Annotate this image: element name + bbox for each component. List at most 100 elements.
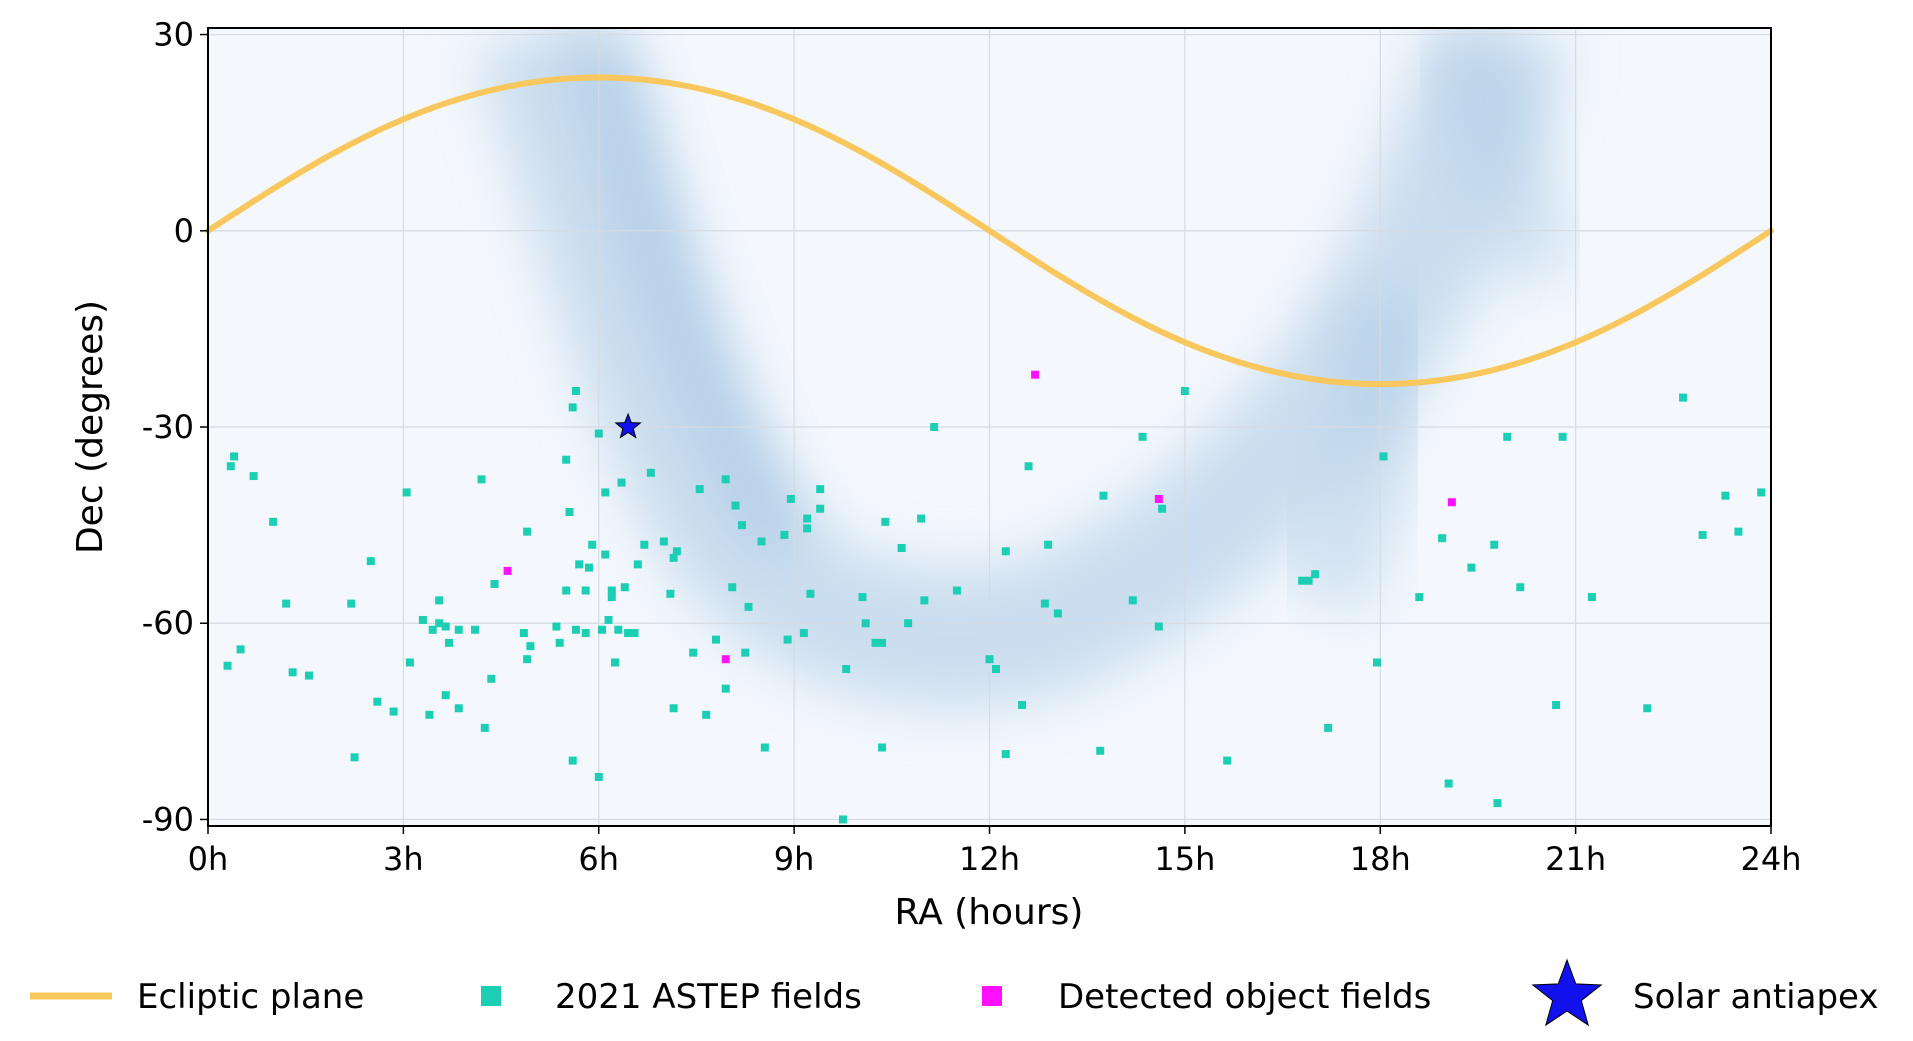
astep-field-point xyxy=(1415,593,1424,602)
astep-field-point xyxy=(1379,452,1388,461)
astep-field-point xyxy=(1001,547,1010,556)
astep-field-point xyxy=(689,648,698,657)
astep-field-point xyxy=(985,655,994,664)
legend-ecliptic-label: Ecliptic plane xyxy=(137,977,364,1017)
astep-field-point xyxy=(731,501,740,510)
astep-field-point xyxy=(897,544,906,553)
astep-field-point xyxy=(594,429,603,438)
astep-field-point xyxy=(659,537,668,546)
astep-field-point xyxy=(1552,700,1561,709)
astep-field-point xyxy=(861,619,870,628)
astep-field-point xyxy=(803,514,812,523)
astep-field-point xyxy=(1138,432,1147,441)
astep-field-point xyxy=(917,514,926,523)
detected-field-point xyxy=(721,655,730,664)
x-tick-label: 9h xyxy=(774,840,815,878)
y-tick-label: -60 xyxy=(142,604,194,642)
astep-field-point xyxy=(1180,387,1189,396)
astep-field-point xyxy=(477,475,486,484)
x-tick-label: 3h xyxy=(383,840,424,878)
astep-field-point xyxy=(269,517,278,526)
astep-field-point xyxy=(526,642,535,651)
astep-field-point xyxy=(607,593,616,602)
y-tick-label: -90 xyxy=(142,800,194,838)
legend: Ecliptic plane 2021 ASTEP fields Detecte… xyxy=(30,958,1878,1027)
astep-field-point xyxy=(523,655,532,664)
astep-field-point xyxy=(816,504,825,513)
astep-field-point xyxy=(1558,432,1567,441)
x-tick-label: 6h xyxy=(578,840,619,878)
astep-field-point xyxy=(304,671,313,680)
astep-field-point xyxy=(601,488,610,497)
astep-field-point xyxy=(454,704,463,713)
astep-field-point xyxy=(441,691,450,700)
astep-field-point xyxy=(1154,622,1163,631)
astep-field-point xyxy=(633,560,642,569)
astep-field-point xyxy=(282,599,291,608)
astep-field-point xyxy=(806,589,815,598)
astep-field-point xyxy=(695,485,704,494)
x-axis: 0h 3h 6h 9h 12h 15h 18h 21h 24h xyxy=(188,826,1802,878)
astep-field-point xyxy=(1698,530,1707,539)
astep-field-point xyxy=(760,743,769,752)
astep-field-point xyxy=(487,674,496,683)
astep-field-point xyxy=(871,638,880,647)
astep-field-point xyxy=(350,753,359,762)
astep-field-point xyxy=(1438,534,1447,543)
astep-field-point xyxy=(555,638,564,647)
astep-field-point xyxy=(666,589,675,598)
astep-field-point xyxy=(1040,599,1049,608)
astep-field-point xyxy=(1493,799,1502,808)
astep-field-point xyxy=(1757,488,1766,497)
astep-field-point xyxy=(620,583,629,592)
astep-field-point xyxy=(490,579,499,588)
astep-field-point xyxy=(418,615,427,624)
astep-field-point xyxy=(568,756,577,765)
astep-field-point xyxy=(601,550,610,559)
astep-field-point xyxy=(728,583,737,592)
astep-field-point xyxy=(646,468,655,477)
legend-astep-swatch xyxy=(481,986,501,1006)
astep-field-point xyxy=(1001,750,1010,759)
astep-field-point xyxy=(803,524,812,533)
astep-field-point xyxy=(611,658,620,667)
y-axis: 30 0 -30 -60 -90 xyxy=(142,16,208,838)
astep-field-point xyxy=(226,462,235,471)
astep-field-point xyxy=(669,704,678,713)
x-tick-label: 12h xyxy=(959,840,1020,878)
astep-field-point xyxy=(288,668,297,677)
astep-field-point xyxy=(1096,746,1105,755)
astep-field-point xyxy=(786,494,795,503)
x-tick-label: 15h xyxy=(1154,840,1215,878)
astep-field-point xyxy=(604,615,613,624)
astep-field-point xyxy=(402,488,411,497)
astep-field-point xyxy=(614,625,623,634)
astep-field-point xyxy=(223,661,232,670)
astep-field-point xyxy=(425,710,434,719)
legend-detected-swatch xyxy=(982,986,1002,1006)
antiapex-layer xyxy=(614,412,642,439)
astep-field-point xyxy=(454,625,463,634)
astep-field-point xyxy=(1018,700,1027,709)
x-tick-label: 21h xyxy=(1545,840,1606,878)
astep-field-point xyxy=(721,475,730,484)
ecliptic-line xyxy=(205,74,1774,388)
astep-field-point xyxy=(1503,432,1512,441)
y-tick-label: 0 xyxy=(174,212,194,250)
astep-field-point xyxy=(1490,540,1499,549)
astep-fields-layer xyxy=(223,387,1766,824)
astep-field-point xyxy=(1467,563,1476,572)
astep-field-point xyxy=(904,619,913,628)
astep-field-point xyxy=(1223,756,1232,765)
astep-field-point xyxy=(783,635,792,644)
astep-field-point xyxy=(799,629,808,638)
astep-field-point xyxy=(816,485,825,494)
astep-field-point xyxy=(920,596,929,605)
astep-field-point xyxy=(428,625,437,634)
x-axis-label: RA (hours) xyxy=(895,892,1084,933)
astep-field-point xyxy=(435,596,444,605)
astep-field-point xyxy=(842,665,851,674)
astep-field-point xyxy=(1298,576,1307,585)
astep-field-point xyxy=(230,452,239,461)
